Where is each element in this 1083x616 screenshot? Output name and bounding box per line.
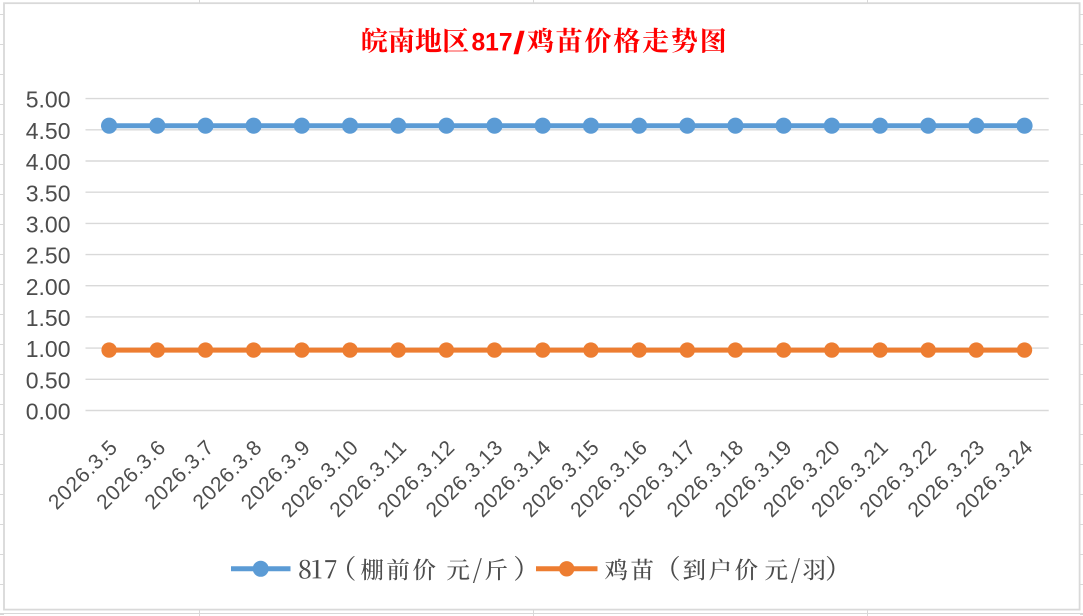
svg-text:1.00: 1.00 — [26, 336, 71, 362]
svg-text:2.50: 2.50 — [26, 243, 71, 269]
svg-text:1.50: 1.50 — [26, 305, 71, 331]
svg-text:4.50: 4.50 — [26, 118, 71, 144]
svg-text:2.00: 2.00 — [26, 274, 71, 300]
svg-text:5.00: 5.00 — [26, 87, 71, 113]
svg-text:3.50: 3.50 — [26, 180, 71, 206]
svg-text:0.50: 0.50 — [26, 367, 71, 393]
svg-text:4.00: 4.00 — [26, 149, 71, 175]
svg-text:0.00: 0.00 — [26, 399, 71, 425]
svg-text:817: 817 — [472, 30, 513, 57]
svg-text:3.00: 3.00 — [26, 212, 71, 238]
